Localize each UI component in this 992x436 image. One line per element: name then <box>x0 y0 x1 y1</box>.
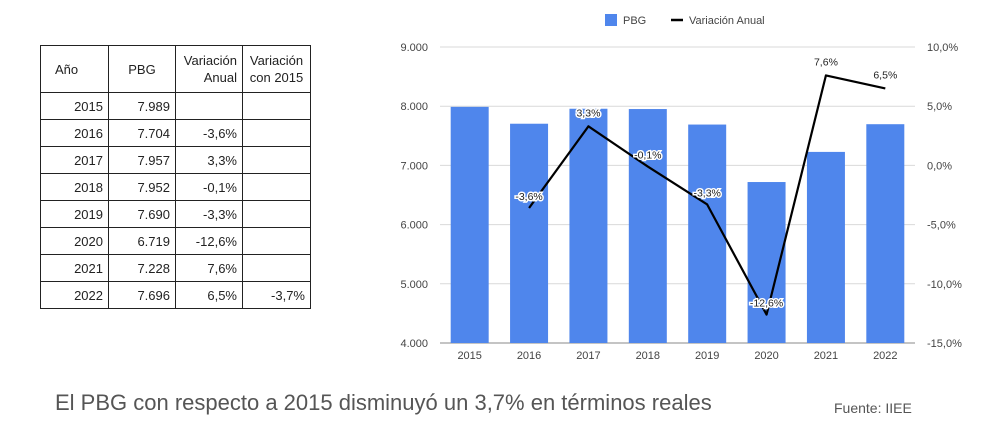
x-tick-label: 2017 <box>576 350 600 362</box>
y-left-tick-label: 7.000 <box>400 160 428 172</box>
table-header-text: con 2015 <box>249 70 304 85</box>
x-tick-label: 2020 <box>754 350 778 362</box>
y-right-tick-label: -15,0% <box>927 338 962 350</box>
table-cell: 6,5% <box>175 281 243 309</box>
x-tick-label: 2022 <box>873 350 897 362</box>
y-left-tick-label: 5.000 <box>400 279 428 291</box>
bar-2021 <box>806 151 845 343</box>
x-tick-label: 2021 <box>814 350 838 362</box>
variacion-anual-line <box>528 74 886 316</box>
x-tick-label: 2019 <box>695 350 719 362</box>
bar-2022 <box>866 124 905 343</box>
bar-2017 <box>569 108 608 343</box>
y-left-tick-label: 6.000 <box>400 220 428 232</box>
y-right-tick-label: -5,0% <box>927 220 956 232</box>
line-data-label: 3,3% <box>576 107 600 119</box>
source-text: Fuente: IIEE <box>834 400 912 416</box>
table-cell <box>242 92 311 120</box>
table-header-text: Anual <box>203 70 237 85</box>
table-cell: 6.719 <box>108 227 176 255</box>
table-cell: 7.989 <box>108 92 176 120</box>
x-tick-label: 2016 <box>517 350 541 362</box>
table-cell: -0,1% <box>175 173 243 201</box>
y-right-tick-label: 10,0% <box>927 42 958 54</box>
table-cell: 2019 <box>40 200 109 228</box>
table-cell: 2017 <box>40 146 109 174</box>
table-row: 2017 7.957 3,3% <box>40 146 311 174</box>
table-row: 2016 7.704 -3,6% <box>40 119 311 147</box>
table-cell: 7.690 <box>108 200 176 228</box>
table-cell <box>242 227 311 255</box>
table-cell <box>242 146 311 174</box>
y-right-tick-label: 0,0% <box>927 160 952 172</box>
line-data-label: -3,6% <box>515 191 542 203</box>
table-cell: -3,7% <box>242 281 311 309</box>
table-row: 2022 7.696 6,5% -3,7% <box>40 281 311 309</box>
table-header-cell: Variación con 2015 <box>242 45 311 93</box>
bar-2019 <box>688 124 727 343</box>
legend-variacion-label: Variación Anual <box>689 15 765 27</box>
table-cell: -12,6% <box>175 227 243 255</box>
table-row: 2020 6.719 -12,6% <box>40 227 311 255</box>
data-table: Año PBG Variación Anual Variación con 2015 20… <box>40 45 311 309</box>
y-right-tick-label: -10,0% <box>927 279 962 291</box>
table-cell <box>242 119 311 147</box>
legend-pbg-label: PBG <box>623 15 646 27</box>
line-data-label: 7,6% <box>814 56 838 68</box>
table-header-cell: Año <box>40 45 109 93</box>
table-header-text: PBG <box>128 61 156 77</box>
table-header-text: Variación <box>249 53 304 68</box>
table-cell: 7.957 <box>108 146 176 174</box>
table-body: 2015 7.989 2016 7.704 -3,6% 2017 7.957 3,3% 2018… <box>40 92 311 309</box>
table-header-cell: Variación Anual <box>175 45 243 93</box>
line-data-label: -3,3% <box>693 187 720 199</box>
table-row: 2015 7.989 <box>40 92 311 120</box>
table-header-text: Año <box>55 61 79 77</box>
table-cell: 2016 <box>40 119 109 147</box>
table-cell: 2018 <box>40 173 109 201</box>
table-cell: 7,6% <box>175 254 243 282</box>
bar-2018 <box>628 109 667 344</box>
x-tick-label: 2015 <box>457 350 481 362</box>
table-cell: 7.704 <box>108 119 176 147</box>
table-cell: 2022 <box>40 281 109 309</box>
x-tick-label: 2018 <box>636 350 660 362</box>
y-left-tick-label: 8.000 <box>400 101 428 113</box>
line-data-label: -12,6% <box>750 298 783 310</box>
legend-pbg-swatch <box>605 14 617 26</box>
line-data-label: -0,1% <box>634 150 661 162</box>
y-left-tick-label: 4.000 <box>400 338 428 350</box>
table-header-text: Variación <box>183 53 237 68</box>
y-left-tick-label: 9.000 <box>400 42 428 54</box>
table-cell: 7.952 <box>108 173 176 201</box>
table-row: 2019 7.690 -3,3% <box>40 200 311 228</box>
y-right-tick-label: 5,0% <box>927 101 952 113</box>
table-cell <box>242 173 311 201</box>
table-cell <box>175 92 243 120</box>
table-row: 2018 7.952 -0,1% <box>40 173 311 201</box>
table-cell: 2021 <box>40 254 109 282</box>
bar-2016 <box>510 123 549 343</box>
table-cell: -3,6% <box>175 119 243 147</box>
table-cell: 7.228 <box>108 254 176 282</box>
table-cell <box>242 254 311 282</box>
table-cell: 2020 <box>40 227 109 255</box>
table-cell: 2015 <box>40 92 109 120</box>
caption-text: El PBG con respecto a 2015 disminuyó un … <box>55 390 712 415</box>
line-data-label: 6,5% <box>873 69 897 81</box>
table-row: 2021 7.228 7,6% <box>40 254 311 282</box>
table-cell: 3,3% <box>175 146 243 174</box>
bar-2015 <box>450 106 489 343</box>
table-header-cell: PBG <box>108 45 176 93</box>
pbg-chart: 4.000 5.000 6.000 7.000 8.000 9.000 -15,0% -10,… <box>400 14 962 362</box>
table-cell: -3,3% <box>175 200 243 228</box>
table-header-row: Año PBG Variación Anual Variación con 2015 <box>40 45 311 93</box>
table-cell <box>242 200 311 228</box>
table-cell: 7.696 <box>108 281 176 309</box>
